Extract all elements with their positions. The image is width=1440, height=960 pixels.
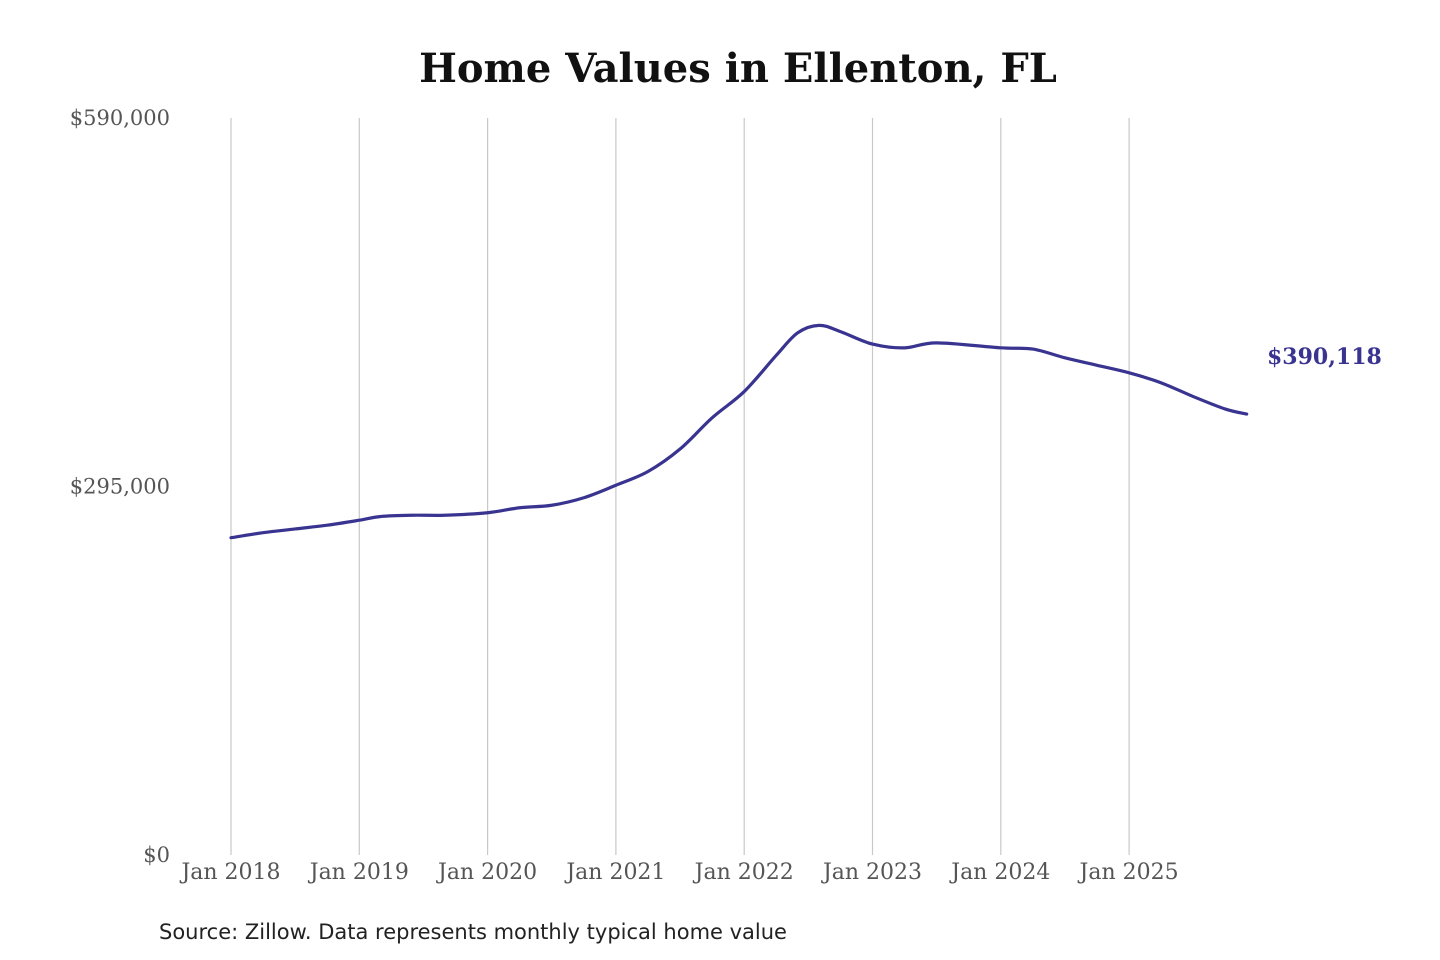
y-axis-tick-labels: $0 $295,000 $590,000 <box>70 106 170 867</box>
vertical-gridlines <box>230 118 1130 855</box>
x-tick-label: Jan 2022 <box>693 860 794 885</box>
y-tick-label: $295,000 <box>70 475 170 499</box>
x-tick-label: Jan 2018 <box>179 860 280 885</box>
x-tick-label: Jan 2019 <box>308 860 409 885</box>
x-axis-tick-labels: Jan 2018 Jan 2019 Jan 2020 Jan 2021 Jan 2022… <box>179 860 1178 885</box>
y-tick-label: $590,000 <box>70 106 170 130</box>
source-note: Source: Zillow. Data represents monthly … <box>159 920 787 944</box>
x-tick-label: Jan 2023 <box>821 860 922 885</box>
x-tick-label: Jan 2021 <box>564 860 665 885</box>
latest-value-label: $390,118 <box>1267 344 1382 370</box>
x-tick-label: Jan 2020 <box>436 860 537 885</box>
y-tick-label: $0 <box>143 843 170 867</box>
x-tick-label: Jan 2024 <box>949 860 1050 885</box>
chart-title: Home Values in Ellenton, FL <box>419 45 1057 92</box>
home-value-line <box>229 323 1249 540</box>
x-tick-label: Jan 2025 <box>1078 860 1179 885</box>
